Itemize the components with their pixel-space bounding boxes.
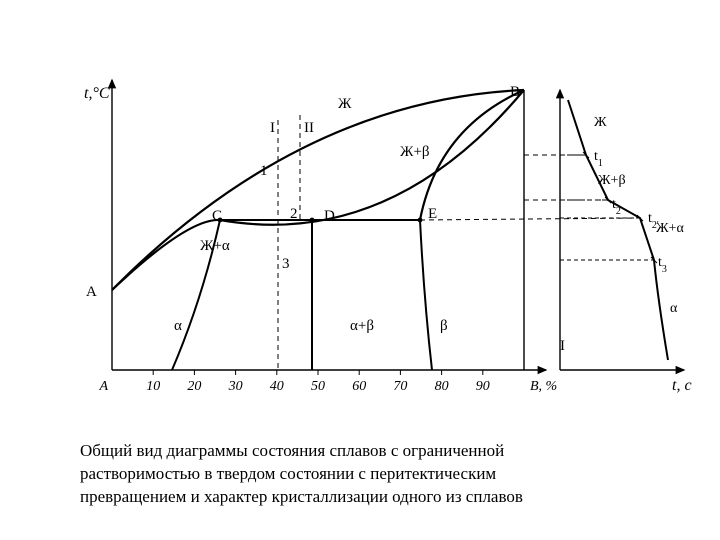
label-p3: 3 — [282, 256, 290, 272]
label-Zh_beta: Ж+β — [400, 144, 430, 160]
label-D: D — [324, 208, 335, 224]
caption-line2: растворимостью в твердом состоянии с пер… — [80, 464, 496, 483]
phase-x-tick-label: 70 — [393, 379, 407, 394]
label-B: B — [510, 84, 520, 100]
phase-x-tick-label: 30 — [228, 379, 243, 394]
caption-line1: Общий вид диаграммы состояния сплавов с … — [80, 441, 504, 460]
curve-CB — [220, 90, 524, 225]
cool-t2: t2 — [612, 197, 621, 217]
cool-Zh: Ж — [594, 115, 607, 130]
phase-point — [310, 218, 315, 223]
cool-x-label: t, c — [672, 377, 692, 394]
liquidus-AB — [112, 90, 524, 290]
phase-x-tick-label: 40 — [270, 379, 284, 394]
cool-alpha: α — [670, 301, 678, 316]
cool-Zha: Ж+α — [656, 221, 684, 236]
label-II: II — [304, 120, 314, 136]
cool-t2p: t2' — [648, 211, 659, 231]
phase-x-tick-label: 20 — [187, 379, 201, 394]
figure-caption: Общий вид диаграммы состояния сплавов с … — [80, 440, 640, 509]
phase-x-tick-label: 60 — [352, 379, 366, 394]
tie-peritectic — [420, 218, 640, 220]
label-C: C — [212, 208, 222, 224]
phase-y-label: t,°C — [84, 85, 110, 102]
label-beta: β — [440, 318, 448, 334]
label-Zh: Ж — [338, 96, 352, 112]
cool-Zhb: Ж+β — [598, 173, 626, 188]
cool-I: I — [560, 338, 565, 354]
label-I: I — [270, 120, 275, 136]
label-alpha_beta: α+β — [350, 318, 374, 334]
phase-diagram-figure: t,°C102030405060708090AB, %ABCDEIII123ЖЖ… — [0, 0, 720, 410]
x-origin-A: A — [98, 379, 108, 394]
label-p2: 2 — [290, 206, 298, 222]
cool-t1: t1 — [594, 149, 603, 169]
phase-x-tick-label: 80 — [435, 379, 449, 394]
phase-x-tick-label: 50 — [311, 379, 325, 394]
label-Zh_alpha: Ж+α — [200, 238, 230, 254]
solvus-E — [420, 220, 432, 370]
caption-line3: превращением и характер кристаллизации о… — [80, 487, 523, 506]
label-alpha: α — [174, 318, 182, 334]
x-end-B: B, % — [530, 379, 557, 394]
cool-t3: t3 — [658, 255, 667, 275]
label-p1: 1 — [260, 163, 268, 179]
label-A: A — [86, 284, 97, 300]
solidus-EB — [420, 90, 524, 220]
phase-x-tick-label: 10 — [146, 379, 160, 394]
phase-x-tick-label: 90 — [476, 379, 490, 394]
